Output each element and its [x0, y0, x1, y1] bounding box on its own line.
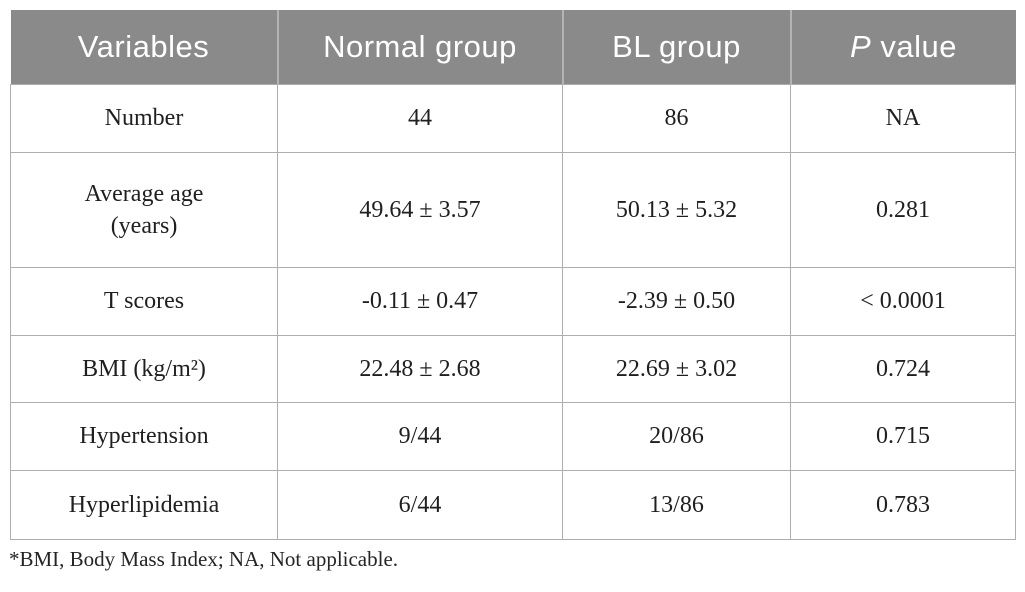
cell-normal-group: 49.64 ± 3.57 [277, 152, 563, 268]
cell-p-value: 0.783 [790, 470, 1016, 540]
baseline-characteristics-table: Variables Normal group BL group P value … [10, 10, 1016, 540]
cell-variable: Hypertension [10, 402, 278, 471]
header-p-value: P value [789, 10, 1016, 85]
table-body: Number 44 86 NA Average age (years) 49.6… [10, 84, 1016, 540]
table-row-number: Number 44 86 NA [10, 84, 1016, 153]
cell-variable: Average age (years) [10, 152, 278, 268]
cell-p-value: NA [790, 84, 1016, 153]
cell-bl-group: 50.13 ± 5.32 [562, 152, 791, 268]
cell-p-value: 0.715 [790, 402, 1016, 471]
cell-bl-group: 20/86 [562, 402, 791, 471]
header-row: Variables Normal group BL group P value [10, 10, 1016, 85]
header-normal-group: Normal group [276, 10, 563, 85]
header-variables: Variables [10, 10, 278, 85]
header-p-value-rest: value [871, 29, 957, 64]
table-header: Variables Normal group BL group P value [10, 10, 1016, 85]
table-footnote: *BMI, Body Mass Index; NA, Not applicabl… [9, 547, 399, 571]
cell-normal-group: 22.48 ± 2.68 [277, 335, 563, 403]
cell-normal-group: 6/44 [277, 470, 563, 540]
table-row-t-scores: T scores -0.11 ± 0.47 -2.39 ± 0.50 < 0.0… [10, 267, 1016, 336]
table-row-average-age: Average age (years) 49.64 ± 3.57 50.13 ±… [10, 152, 1016, 268]
cell-p-value: 0.724 [790, 335, 1016, 403]
cell-variable: BMI (kg/m²) [10, 335, 278, 403]
cell-p-value: < 0.0001 [790, 267, 1016, 336]
table-row-hypertension: Hypertension 9/44 20/86 0.715 [10, 402, 1016, 471]
header-bl-group: BL group [561, 10, 791, 85]
cell-variable: T scores [10, 267, 278, 336]
header-p-value-italic: P [850, 29, 872, 64]
cell-variable: Number [10, 84, 278, 153]
cell-bl-group: 13/86 [562, 470, 791, 540]
cell-normal-group: -0.11 ± 0.47 [277, 267, 563, 336]
cell-bl-group: -2.39 ± 0.50 [562, 267, 791, 336]
table-row-bmi: BMI (kg/m²) 22.48 ± 2.68 22.69 ± 3.02 0.… [10, 335, 1016, 403]
cell-p-value: 0.281 [790, 152, 1016, 268]
cell-bl-group: 22.69 ± 3.02 [562, 335, 791, 403]
cell-bl-group: 86 [562, 84, 791, 153]
cell-normal-group: 44 [277, 84, 563, 153]
cell-variable: Hyperlipidemia [10, 470, 278, 540]
cell-normal-group: 9/44 [277, 402, 563, 471]
table-row-hyperlipidemia: Hyperlipidemia 6/44 13/86 0.783 [10, 470, 1016, 540]
